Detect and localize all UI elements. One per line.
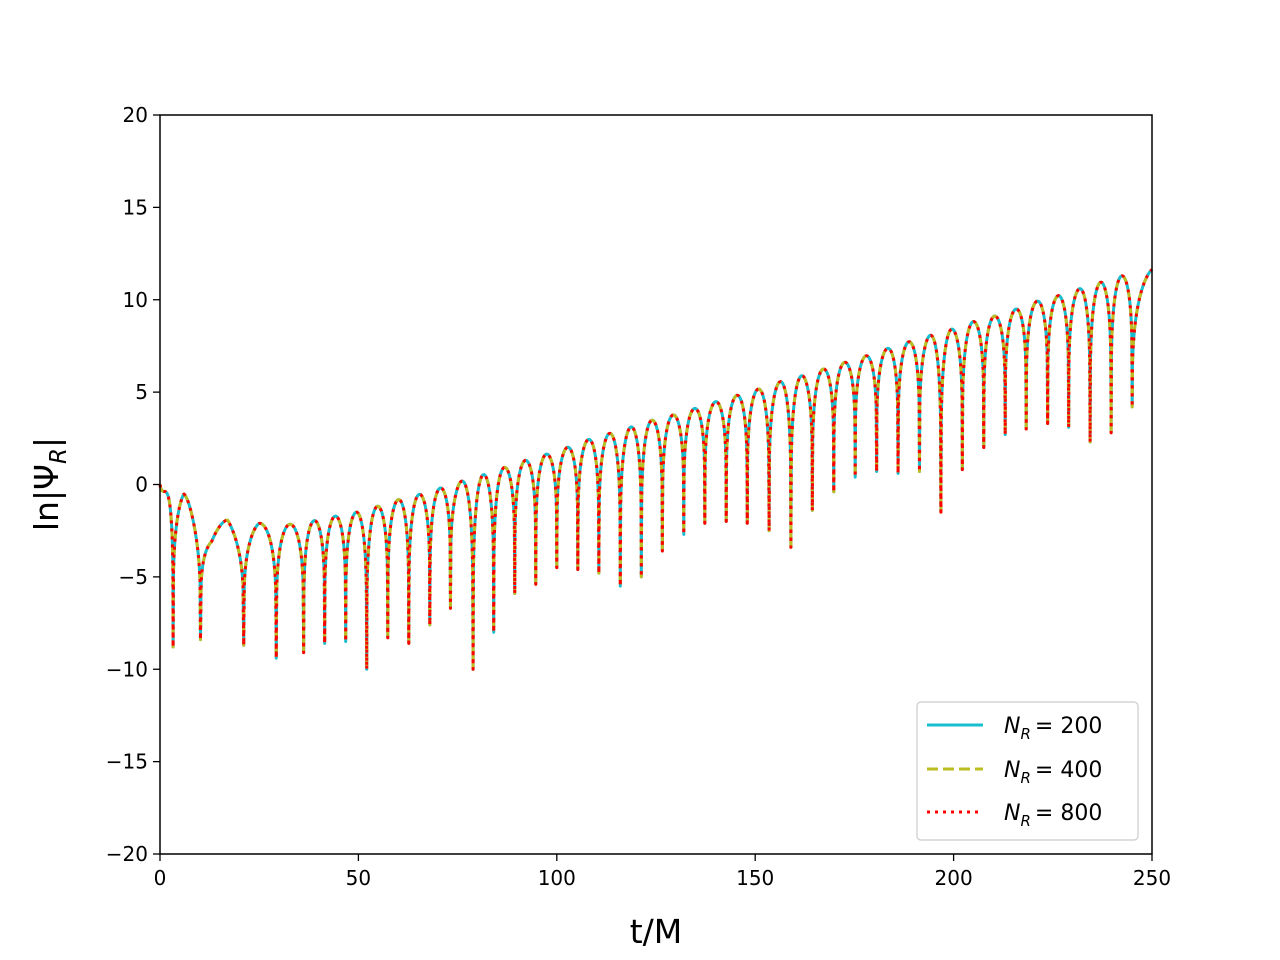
y-tick-label: 5 [135,380,148,404]
x-tick-label: 250 [1133,866,1171,890]
y-tick-label: 0 [135,473,148,497]
series-layer [158,268,1154,671]
legend: NR = 200 NR = 400 NR = 800 [916,701,1139,841]
x-tick-label: 100 [538,866,576,890]
y-tick-label: −5 [119,565,148,589]
x-tick-label: 50 [346,866,371,890]
x-tick-label: 0 [154,866,167,890]
legend-label-nr200: NR = 200 [1004,714,1102,743]
y-tick-label: −15 [106,750,148,774]
legend-label-nr400: NR = 400 [1004,758,1102,787]
series-line-800 [158,268,1154,671]
y-tick-label: 10 [123,288,148,312]
x-axis: 0 50 100 150 200 250 [154,854,1171,890]
x-tick-label: 150 [736,866,774,890]
y-axis-label: ln|ΨR| [27,437,72,531]
y-tick-label: 20 [123,103,148,127]
y-tick-label: −20 [106,842,148,866]
y-tick-label: 15 [123,195,148,219]
legend-label-nr800: NR = 800 [1004,801,1102,830]
y-axis: −20 −15 −10 −5 0 5 10 15 20 [106,103,160,866]
x-tick-label: 200 [935,866,973,890]
legend-box [916,701,1139,841]
x-axis-label: t/M [630,912,683,951]
y-tick-label: −10 [106,657,148,681]
